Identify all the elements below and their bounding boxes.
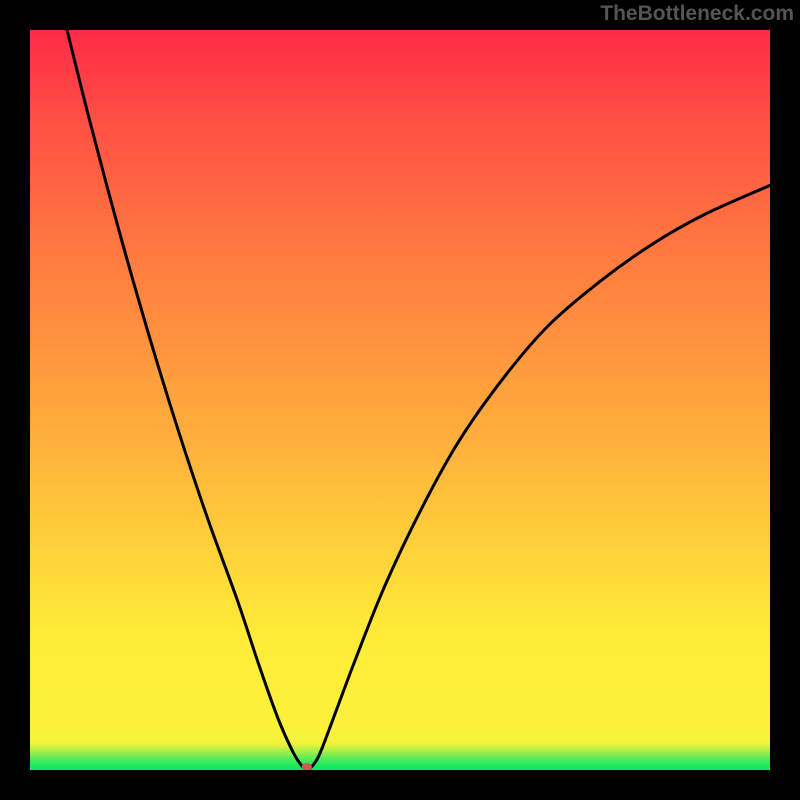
watermark-text: TheBottleneck.com bbox=[600, 2, 794, 26]
minimum-marker bbox=[302, 763, 312, 770]
bottleneck-curve bbox=[30, 30, 770, 770]
plot-area bbox=[30, 30, 770, 770]
chart-frame: TheBottleneck.com bbox=[0, 0, 800, 800]
